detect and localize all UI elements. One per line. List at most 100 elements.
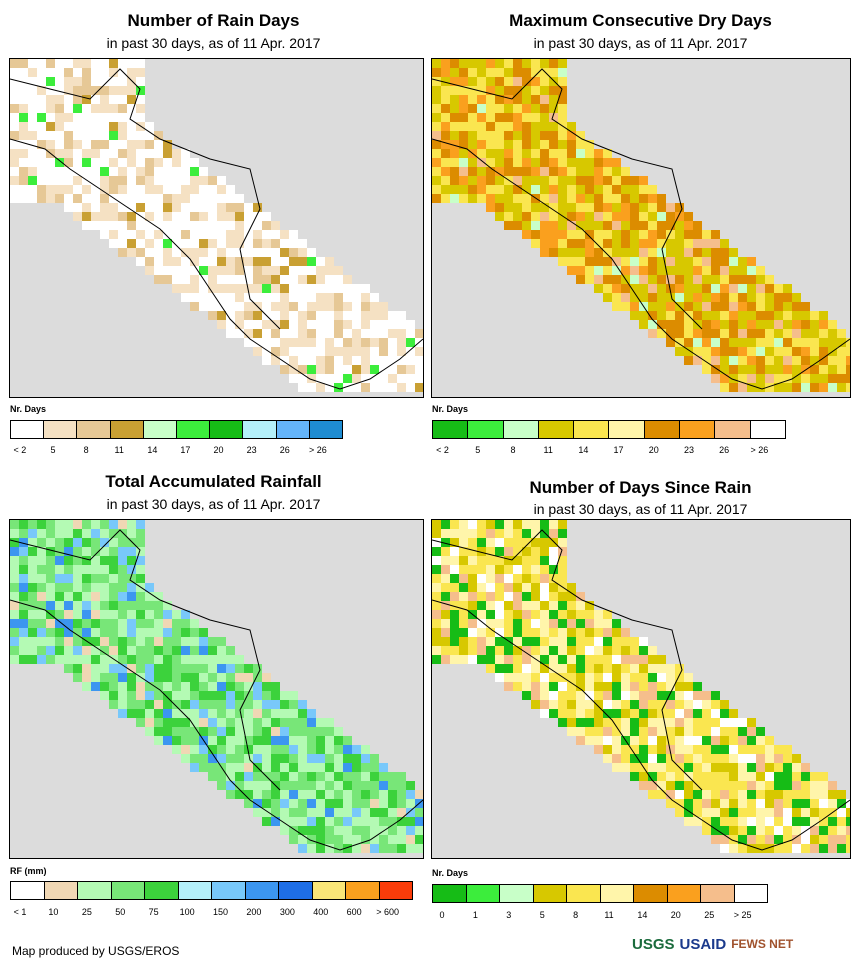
map-cell (28, 131, 37, 140)
map-cell (91, 113, 100, 122)
map-cell (334, 320, 343, 329)
map-cell (504, 77, 513, 86)
map-cell (486, 140, 495, 149)
map-cell (388, 374, 397, 383)
map-cell (64, 529, 73, 538)
map-cell (486, 113, 495, 122)
map-cell (567, 131, 576, 140)
map-cell (729, 311, 738, 320)
panel-title: Maximum Consecutive Dry Days (509, 11, 772, 30)
map-cell (244, 772, 253, 781)
map-cell (594, 637, 603, 646)
map-cell (415, 790, 423, 799)
map-cell (109, 628, 118, 637)
map-cell (432, 113, 441, 122)
map-cell (657, 763, 666, 772)
map-cell (513, 574, 522, 583)
map-cell (289, 736, 298, 745)
map-cell (612, 194, 621, 203)
map-cell (801, 338, 810, 347)
map-cell (801, 835, 810, 844)
map-cell (819, 844, 828, 853)
map-cell (540, 149, 549, 158)
map-cell (594, 646, 603, 655)
map-cell (486, 185, 495, 194)
map-cell (118, 239, 127, 248)
map-cell (702, 239, 711, 248)
map-cell (666, 257, 675, 266)
map-cell (262, 754, 271, 763)
map-cell (585, 619, 594, 628)
map-cell (334, 745, 343, 754)
map-cell (594, 212, 603, 221)
map-cell (657, 709, 666, 718)
map-cell (100, 538, 109, 547)
map-cell (459, 140, 468, 149)
map-cell (657, 239, 666, 248)
map-cell (154, 158, 163, 167)
map-cell (702, 266, 711, 275)
map-cell (819, 790, 828, 799)
map-cell (244, 320, 253, 329)
map-cell (729, 320, 738, 329)
map-cell (100, 221, 109, 230)
map-cell (657, 266, 666, 275)
map-cell (441, 149, 450, 158)
map-cell (163, 266, 172, 275)
map-cell (711, 365, 720, 374)
map-cell (127, 167, 136, 176)
map-cell (531, 131, 540, 140)
map-cell (720, 790, 729, 799)
map-cell (397, 347, 406, 356)
map-cell (181, 718, 190, 727)
map-cell (55, 538, 64, 547)
map-cell (693, 736, 702, 745)
map-cell (450, 520, 459, 529)
map-cell (720, 257, 729, 266)
map-cell (756, 338, 765, 347)
map-cell (450, 176, 459, 185)
map-cell (558, 718, 567, 727)
map-cell (325, 745, 334, 754)
map-cell (262, 709, 271, 718)
map-cell (199, 700, 208, 709)
map-cell (10, 628, 19, 637)
map-cell (361, 374, 370, 383)
map-cell (522, 646, 531, 655)
map-cell (585, 275, 594, 284)
map-cell (657, 790, 666, 799)
map-cell (343, 826, 352, 835)
map-cell (271, 772, 280, 781)
panel-dry-days: Maximum Consecutive Dry Days in past 30 … (427, 0, 854, 470)
map-cell (145, 583, 154, 592)
map-cell (190, 664, 199, 673)
map-cell (630, 302, 639, 311)
map-cell (244, 266, 253, 275)
map-cell (208, 257, 217, 266)
map-cell (145, 610, 154, 619)
map-cell (271, 257, 280, 266)
map-cell (10, 601, 19, 610)
map-cell (100, 673, 109, 682)
map-cell (361, 835, 370, 844)
map-cell (522, 122, 531, 131)
map-cell (154, 718, 163, 727)
map-cell (747, 329, 756, 338)
map-cell (621, 167, 630, 176)
legend-swatch (715, 421, 751, 438)
map-cell (513, 547, 522, 556)
map-cell (361, 790, 370, 799)
map-cell (540, 682, 549, 691)
map-cell (576, 700, 585, 709)
map-cell (235, 772, 244, 781)
map-cell (262, 718, 271, 727)
map-cell (136, 68, 145, 77)
map-cell (370, 293, 379, 302)
map-cell (486, 592, 495, 601)
map-cell (343, 311, 352, 320)
map-cell (190, 646, 199, 655)
map-cell (415, 329, 423, 338)
map-cell (100, 601, 109, 610)
map-cell (91, 104, 100, 113)
map-cell (19, 529, 28, 538)
